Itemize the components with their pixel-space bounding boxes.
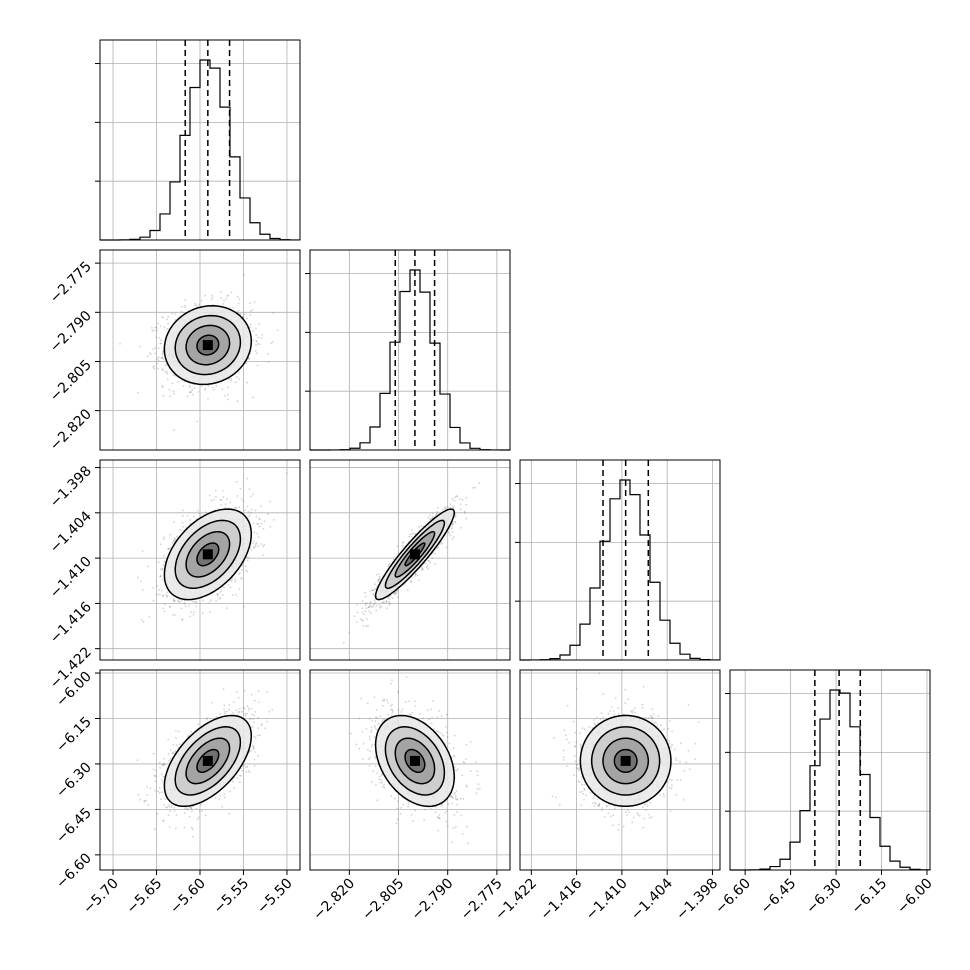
y-tick-label: −2.775 bbox=[47, 259, 95, 307]
panel-2-1 bbox=[309, 459, 511, 661]
contour-line bbox=[384, 726, 446, 796]
panel-3-3 bbox=[725, 669, 931, 871]
panel-0-0 bbox=[95, 39, 301, 241]
x-tick-label: −5.60 bbox=[167, 876, 209, 918]
contour-line bbox=[374, 714, 456, 808]
x-tick-label: −1.398 bbox=[673, 876, 721, 924]
x-tick-label: −5.55 bbox=[211, 876, 253, 918]
y-tick-label: −1.410 bbox=[47, 554, 95, 602]
x-tick-label: −1.404 bbox=[628, 875, 676, 923]
panel-1-1 bbox=[305, 249, 511, 451]
y-tick-label: −1.416 bbox=[47, 599, 95, 647]
x-tick-label: −5.50 bbox=[254, 876, 296, 918]
y-tick-label: −2.820 bbox=[47, 406, 95, 454]
panel-3-2 bbox=[519, 669, 721, 871]
contour-line bbox=[174, 726, 242, 796]
y-tick-label: −6.15 bbox=[53, 714, 95, 756]
contour-line bbox=[163, 304, 253, 386]
panel-frame bbox=[99, 249, 301, 451]
contour-line bbox=[196, 748, 220, 774]
contour-line bbox=[196, 334, 220, 356]
contour-line bbox=[374, 508, 456, 601]
x-tick-label: −2.820 bbox=[310, 876, 358, 924]
contour-line bbox=[394, 530, 436, 578]
panel-3-1 bbox=[309, 669, 511, 871]
contour-line bbox=[163, 508, 253, 601]
panel-2-2 bbox=[515, 459, 721, 661]
histogram-0 bbox=[99, 59, 301, 241]
contour-line bbox=[185, 737, 231, 785]
contour-line bbox=[404, 542, 426, 567]
panel-2-0 bbox=[99, 459, 301, 661]
panel-frame bbox=[519, 459, 721, 661]
mode-marker bbox=[409, 549, 420, 560]
contour-line bbox=[163, 714, 253, 808]
x-tick-label: −6.30 bbox=[803, 876, 845, 918]
panel-frame bbox=[309, 459, 511, 661]
mode-marker bbox=[202, 755, 213, 766]
histogram-2 bbox=[519, 479, 721, 661]
y-tick-label: −2.790 bbox=[47, 308, 95, 356]
panel-frame bbox=[99, 39, 301, 241]
y-tick-label: −6.30 bbox=[53, 759, 95, 801]
contour-line bbox=[384, 519, 446, 590]
contour-line bbox=[185, 530, 231, 578]
contour-line bbox=[404, 748, 426, 774]
panel-frame bbox=[309, 669, 511, 871]
contour-line bbox=[174, 519, 242, 590]
x-tick-label: −6.00 bbox=[894, 876, 936, 918]
x-tick-label: −6.60 bbox=[712, 876, 754, 918]
contour-line bbox=[602, 737, 650, 785]
contour-line bbox=[590, 726, 661, 796]
panel-3-0 bbox=[99, 669, 301, 871]
y-tick-label: −6.45 bbox=[53, 805, 95, 847]
panel-frame bbox=[729, 669, 931, 871]
x-tick-label: −1.410 bbox=[583, 876, 631, 924]
y-tick-label: −1.398 bbox=[47, 463, 95, 511]
x-tick-label: −5.65 bbox=[124, 876, 166, 918]
x-tick-label: −6.15 bbox=[849, 876, 891, 918]
panel-frame bbox=[309, 249, 511, 451]
x-tick-label: −2.805 bbox=[359, 876, 407, 924]
panel-1-0 bbox=[99, 249, 301, 451]
contour-line bbox=[394, 737, 436, 785]
y-tick-label: −1.404 bbox=[47, 508, 95, 556]
mode-marker bbox=[202, 340, 213, 351]
histogram-1 bbox=[310, 269, 511, 451]
contour-line bbox=[174, 314, 242, 376]
y-tick-label: −6.60 bbox=[53, 850, 95, 892]
panel-frame bbox=[519, 669, 721, 871]
mode-marker bbox=[409, 755, 420, 766]
contour-line bbox=[579, 714, 672, 808]
mode-marker bbox=[202, 549, 213, 560]
panel-frame bbox=[99, 459, 301, 661]
x-tick-label: −6.45 bbox=[758, 876, 800, 918]
x-tick-label: −5.70 bbox=[80, 876, 122, 918]
x-tick-label: −1.416 bbox=[537, 875, 585, 923]
x-tick-label: −2.790 bbox=[409, 876, 457, 924]
y-tick-label: −2.805 bbox=[47, 357, 95, 405]
contour-line bbox=[185, 324, 231, 366]
histogram-3 bbox=[729, 689, 931, 871]
mode-marker bbox=[620, 755, 631, 766]
contour-line bbox=[196, 542, 220, 567]
contour-line bbox=[613, 748, 638, 774]
